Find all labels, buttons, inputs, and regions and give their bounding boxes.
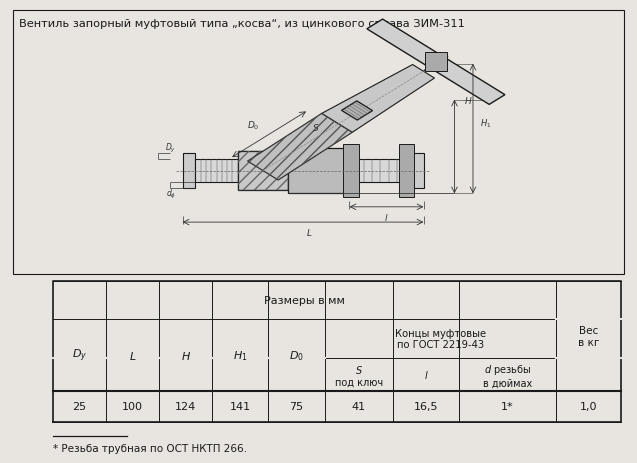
Text: 1*: 1* bbox=[501, 401, 513, 411]
Text: $d$ резьбы
в дюймах: $d$ резьбы в дюймах bbox=[483, 362, 532, 388]
Text: $D_y$: $D_y$ bbox=[165, 142, 176, 155]
Polygon shape bbox=[367, 20, 505, 105]
Text: 124: 124 bbox=[175, 401, 196, 411]
Text: $D_0$: $D_0$ bbox=[289, 348, 304, 362]
Text: $L$: $L$ bbox=[306, 227, 313, 238]
Text: * Резьба трубная по ОСТ НКТП 266.: * Резьба трубная по ОСТ НКТП 266. bbox=[53, 443, 247, 453]
Text: 41: 41 bbox=[352, 401, 366, 411]
Text: $l$: $l$ bbox=[424, 369, 428, 381]
Text: Вентиль запорный муфтовый типа „косва“, из цинкового сплава ЗИМ-311: Вентиль запорный муфтовый типа „косва“, … bbox=[19, 19, 465, 29]
Polygon shape bbox=[349, 160, 412, 182]
Polygon shape bbox=[343, 144, 359, 198]
Text: 75: 75 bbox=[289, 401, 303, 411]
Polygon shape bbox=[288, 148, 349, 194]
Polygon shape bbox=[412, 154, 424, 188]
Polygon shape bbox=[183, 154, 195, 188]
Text: $L$: $L$ bbox=[129, 349, 136, 361]
Polygon shape bbox=[322, 65, 434, 133]
Text: $S$: $S$ bbox=[312, 122, 320, 133]
Text: $D_y$: $D_y$ bbox=[72, 347, 87, 363]
Text: $H_1$: $H_1$ bbox=[233, 348, 248, 362]
Text: 25: 25 bbox=[72, 401, 87, 411]
Polygon shape bbox=[425, 53, 447, 72]
Polygon shape bbox=[341, 102, 373, 121]
Polygon shape bbox=[195, 160, 238, 182]
Text: $D_0$: $D_0$ bbox=[247, 119, 260, 131]
Text: 141: 141 bbox=[230, 401, 251, 411]
Text: $H$: $H$ bbox=[464, 95, 472, 106]
Text: 16,5: 16,5 bbox=[414, 401, 438, 411]
Text: $H_1$: $H_1$ bbox=[480, 117, 492, 130]
Text: $l$: $l$ bbox=[384, 212, 389, 222]
Polygon shape bbox=[399, 144, 414, 198]
Polygon shape bbox=[248, 114, 352, 181]
Text: $d_\phi$: $d_\phi$ bbox=[166, 188, 176, 200]
Text: $S$
под ключ: $S$ под ключ bbox=[335, 363, 383, 387]
Text: 100: 100 bbox=[122, 401, 143, 411]
Text: 1,0: 1,0 bbox=[580, 401, 598, 411]
Text: Вес
в кг: Вес в кг bbox=[578, 325, 599, 347]
Text: $H$: $H$ bbox=[180, 349, 190, 361]
Polygon shape bbox=[238, 152, 288, 190]
Text: Концы муфтовые
по ГОСТ 2219-43: Концы муфтовые по ГОСТ 2219-43 bbox=[394, 328, 485, 350]
Text: Размеры в мм: Размеры в мм bbox=[264, 295, 345, 305]
